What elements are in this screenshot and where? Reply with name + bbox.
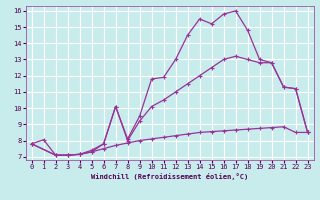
X-axis label: Windchill (Refroidissement éolien,°C): Windchill (Refroidissement éolien,°C) <box>91 173 248 180</box>
